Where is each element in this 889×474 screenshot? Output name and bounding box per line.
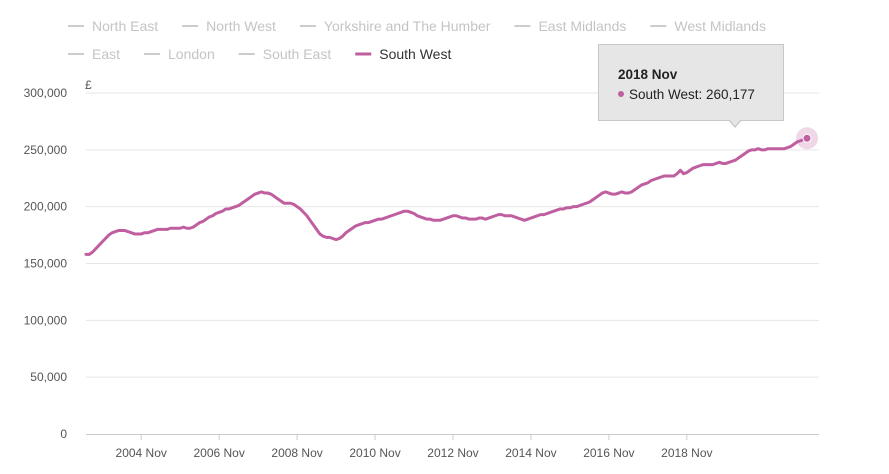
y-tick-label: 250,000	[24, 143, 68, 157]
legend-label: West Midlands	[674, 18, 766, 34]
legend-label: South West	[379, 46, 451, 62]
legend-label: North West	[206, 18, 276, 34]
legend-label: East Midlands	[538, 18, 626, 34]
x-tick-label: 2012 Nov	[427, 446, 478, 460]
legend-item-north-east[interactable]: North East	[68, 18, 158, 34]
y-axis-label: £	[85, 78, 92, 92]
legend-item-south-east[interactable]: South East	[238, 46, 332, 62]
x-tick-label: 2018 Nov	[661, 446, 712, 460]
y-tick-label: 200,000	[24, 200, 68, 214]
legend-item-west-midlands[interactable]: West Midlands	[650, 18, 766, 34]
tooltip-value: South West: 260,177	[629, 87, 755, 102]
tooltip-series-dot	[618, 91, 624, 98]
tooltip-row: South West: 260,177	[618, 87, 755, 102]
legend-item-north-west[interactable]: North West	[182, 18, 276, 34]
legend-label: North East	[92, 18, 158, 34]
x-tick-label: 2010 Nov	[349, 446, 400, 460]
x-tick-label: 2016 Nov	[583, 446, 634, 460]
tooltip: 2018 Nov South West: 260,177	[598, 44, 784, 128]
legend-label: South East	[263, 46, 332, 62]
x-tick-label: 2006 Nov	[193, 446, 244, 460]
legend-item-east[interactable]: East	[68, 46, 120, 62]
y-tick-label: 100,000	[24, 313, 68, 327]
legend-label: London	[168, 46, 215, 62]
legend-item-yorkshire-and-the-humber[interactable]: Yorkshire and The Humber	[299, 18, 491, 34]
legend-item-south-west[interactable]: South West	[355, 46, 451, 62]
x-tick-label: 2014 Nov	[505, 446, 556, 460]
x-tick-label: 2004 Nov	[116, 446, 167, 460]
data-point-marker[interactable]	[802, 133, 812, 143]
y-tick-label: 300,000	[24, 86, 68, 100]
tooltip-arrow-inner	[729, 119, 741, 126]
legend-label: East	[92, 46, 120, 62]
y-tick-label: 50,000	[30, 370, 67, 384]
tooltip-title: 2018 Nov	[618, 67, 678, 82]
legend-item-east-midlands[interactable]: East Midlands	[514, 18, 626, 34]
legend-label: Yorkshire and The Humber	[324, 18, 491, 34]
legend-item-london[interactable]: London	[144, 46, 215, 62]
y-tick-label: 150,000	[24, 257, 68, 271]
x-tick-label: 2008 Nov	[271, 446, 322, 460]
series-line-south-west[interactable]	[84, 136, 809, 256]
y-tick-label: 0	[60, 427, 67, 441]
